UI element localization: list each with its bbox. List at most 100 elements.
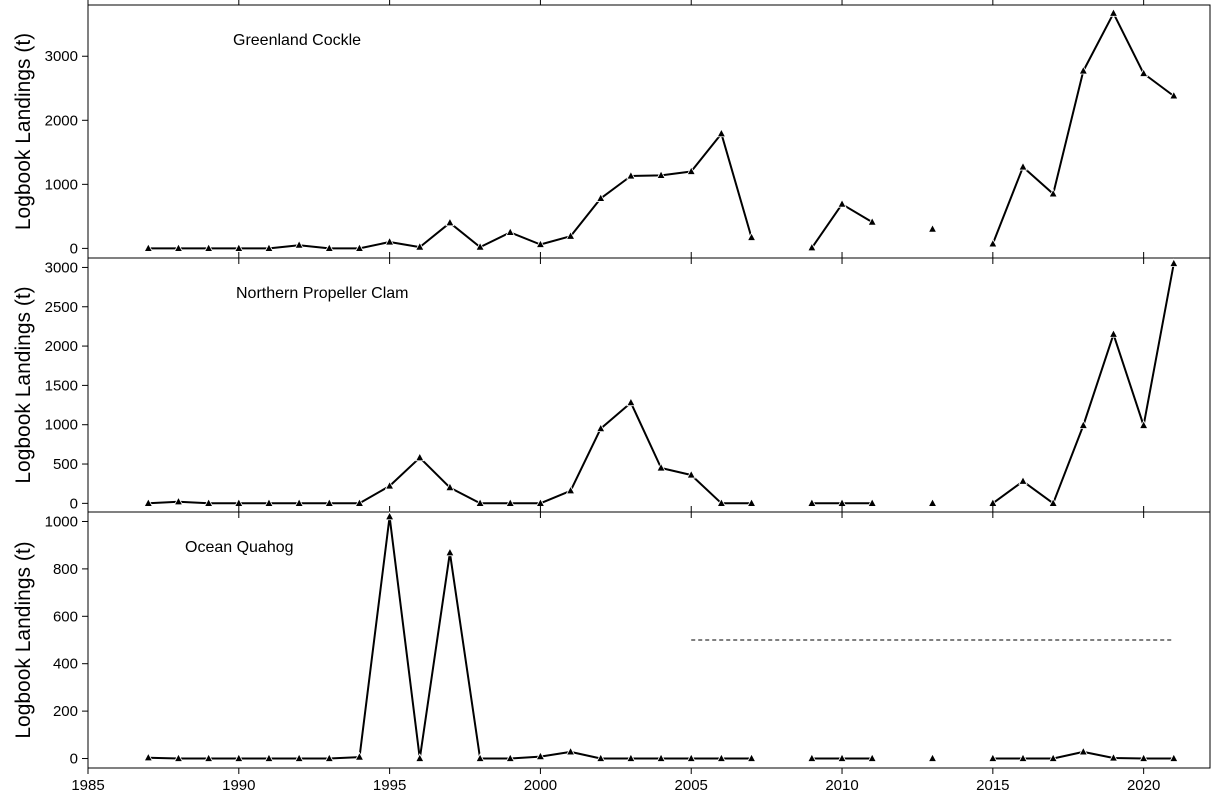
y-tick-label: 1500 (45, 377, 78, 394)
data-point (867, 216, 877, 226)
data-point (445, 547, 455, 557)
panel-annotation: Greenland Cockle (233, 32, 361, 49)
series-line (992, 263, 1175, 505)
data-point (294, 497, 304, 507)
data-point (867, 753, 877, 762)
data-point (565, 746, 576, 756)
data-point (1169, 753, 1179, 762)
y-axis-label: Logbook Landings (t) (12, 541, 35, 738)
data-point (988, 753, 998, 762)
data-point (505, 227, 515, 236)
data-point (716, 128, 727, 138)
data-point (415, 753, 425, 762)
data-point (264, 497, 274, 507)
y-tick-label: 2500 (45, 299, 78, 316)
data-point (1048, 497, 1058, 507)
series-line (811, 203, 873, 249)
data-point (746, 753, 757, 762)
data-point (596, 423, 606, 433)
y-tick-label: 800 (53, 561, 78, 578)
y-tick-label: 1000 (45, 417, 78, 434)
data-point (324, 497, 334, 507)
data-point (475, 497, 485, 507)
data-point (384, 480, 395, 490)
data-point (384, 511, 395, 521)
data-point (354, 243, 365, 252)
data-point (143, 497, 153, 507)
x-tick-label: 1990 (222, 777, 255, 794)
y-tick-label: 0 (70, 751, 78, 768)
y-tick-label: 3000 (45, 259, 78, 276)
data-point (294, 239, 304, 249)
data-point (324, 243, 334, 252)
data-point (626, 753, 636, 762)
data-point (1138, 68, 1149, 77)
data-point (1108, 328, 1119, 338)
data-point (716, 753, 727, 762)
data-point (1108, 752, 1119, 762)
x-tick-label: 2005 (675, 777, 708, 794)
data-point (1078, 65, 1088, 75)
data-point (354, 751, 365, 761)
data-point (867, 497, 877, 507)
data-point (173, 243, 184, 252)
data-point (173, 496, 184, 506)
data-point (1018, 475, 1028, 485)
data-point (203, 497, 214, 507)
data-point (294, 753, 304, 762)
data-point (807, 753, 817, 762)
data-point (807, 242, 817, 252)
data-point (535, 239, 546, 248)
data-point (1138, 420, 1149, 429)
data-point (234, 753, 244, 762)
data-point (415, 452, 425, 462)
y-tick-label: 600 (53, 608, 78, 625)
panel-annotation: Ocean Quahog (185, 539, 294, 556)
data-point (445, 482, 455, 492)
data-point (988, 497, 998, 507)
y-tick-label: 500 (53, 456, 78, 473)
data-point (746, 497, 757, 507)
y-tick-label: 1000 (45, 176, 78, 193)
x-tick-label: 2015 (976, 777, 1009, 794)
data-point (837, 198, 847, 208)
y-tick-label: 200 (53, 703, 78, 720)
x-tick-label: 1985 (71, 777, 104, 794)
data-point (234, 243, 244, 252)
x-tick-label: 2000 (524, 777, 557, 794)
data-point (565, 230, 576, 240)
data-point (143, 243, 153, 252)
data-point (716, 497, 727, 507)
data-point (988, 238, 998, 248)
data-point (686, 753, 696, 762)
series-line (148, 132, 753, 250)
y-tick-label: 2000 (45, 338, 78, 355)
data-point (1169, 258, 1179, 267)
y-axis-label: Logbook Landings (t) (12, 33, 35, 230)
data-point (505, 497, 515, 507)
data-point (1018, 161, 1028, 171)
panel-annotation: Northern Propeller Clam (236, 285, 409, 302)
data-point (475, 753, 485, 762)
data-point (656, 462, 666, 472)
series-line (991, 12, 1175, 245)
y-tick-label: 2000 (45, 112, 78, 129)
data-point (445, 217, 455, 227)
data-point (596, 753, 606, 762)
data-point (354, 497, 365, 507)
data-point (143, 752, 153, 762)
data-point (475, 241, 485, 251)
data-point (1048, 188, 1058, 198)
data-point (1108, 7, 1119, 17)
y-tick-label: 3000 (45, 48, 78, 65)
data-point (173, 753, 184, 762)
data-point (415, 241, 425, 251)
data-point (626, 397, 636, 407)
data-point (264, 753, 274, 762)
data-point (656, 170, 666, 179)
data-point (1078, 746, 1088, 756)
x-tick-label: 2010 (825, 777, 858, 794)
y-tick-label: 400 (53, 656, 78, 673)
